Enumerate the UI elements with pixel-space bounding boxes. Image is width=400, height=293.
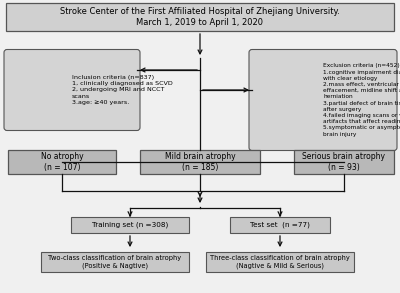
FancyBboxPatch shape <box>249 50 397 151</box>
FancyBboxPatch shape <box>41 252 189 272</box>
Text: Stroke Center of the First Affiliated Hospital of Zhejiang University.
March 1, : Stroke Center of the First Affiliated Ho… <box>60 7 340 27</box>
FancyBboxPatch shape <box>294 150 394 174</box>
Text: Mild brain atrophy
(n = 185): Mild brain atrophy (n = 185) <box>165 152 235 172</box>
FancyBboxPatch shape <box>206 252 354 272</box>
FancyBboxPatch shape <box>71 217 189 233</box>
Text: Training set (n =308): Training set (n =308) <box>92 222 168 228</box>
Text: Test set  (n =77): Test set (n =77) <box>250 222 310 228</box>
Text: Exclusion criteria (n=452)
1.cognitive impairment diagnosed
with clear etiology
: Exclusion criteria (n=452) 1.cognitive i… <box>323 63 400 137</box>
Text: Inclusion criteria (n=837)
1, clinically diagnosed as SCVD
2, undergoing MRI and: Inclusion criteria (n=837) 1, clinically… <box>72 75 173 105</box>
Text: Two-class classification of brain atrophy
(Positive & Nagtive): Two-class classification of brain atroph… <box>48 255 182 269</box>
FancyBboxPatch shape <box>4 50 140 130</box>
Text: Serious brain atrophy
(n = 93): Serious brain atrophy (n = 93) <box>302 152 386 172</box>
Text: Three-class classification of brain atrophy
(Nagtive & Mild & Serious): Three-class classification of brain atro… <box>210 255 350 269</box>
FancyBboxPatch shape <box>6 3 394 31</box>
FancyBboxPatch shape <box>230 217 330 233</box>
FancyBboxPatch shape <box>140 150 260 174</box>
FancyBboxPatch shape <box>8 150 116 174</box>
Text: No atrophy
(n = 107): No atrophy (n = 107) <box>41 152 83 172</box>
